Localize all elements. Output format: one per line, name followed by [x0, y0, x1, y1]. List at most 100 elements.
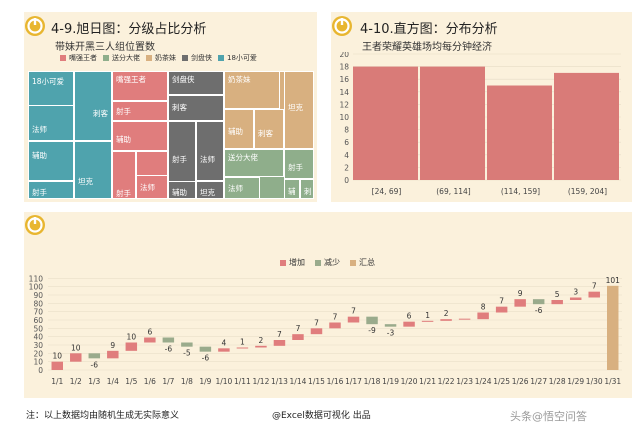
x-tick-label: 1/23 [456, 377, 473, 386]
x-tick-label: 1/9 [199, 377, 211, 386]
waterfall-bar [569, 297, 582, 300]
y-tick-label: 80 [33, 299, 43, 308]
x-tick-label: 1/4 [107, 377, 119, 386]
treemap-subtitle: 带妹开黑三人组位置数 [55, 42, 155, 53]
y-tick-label: 30 [33, 341, 43, 350]
data-label: 101 [606, 276, 621, 285]
treemap-cell: 坦克 [284, 71, 314, 149]
treemap-cell-label: 法师 [228, 184, 243, 193]
legend-item: 剑盘侠 [182, 53, 212, 63]
treemap-cell: 坦克 [74, 141, 112, 199]
x-tick-label: 1/1 [51, 377, 63, 386]
x-tick-label: (69, 114] [436, 187, 471, 196]
treemap-cell: 刺 [300, 179, 314, 199]
x-tick-label: (159, 204] [568, 187, 607, 196]
x-tick-label: 1/16 [327, 377, 344, 386]
x-tick-label: 1/31 [604, 377, 621, 386]
treemap-cell-label: 坦克 [78, 177, 93, 186]
histogram-bar [554, 72, 619, 180]
legend-swatch-4 [182, 55, 188, 61]
x-tick-label: [24, 69] [372, 187, 402, 196]
y-tick-label: 50 [33, 324, 43, 333]
x-tick-label: 1/21 [419, 377, 436, 386]
waterfall-bar [458, 318, 471, 320]
y-tick-label: 90 [33, 291, 43, 300]
data-label: 2 [444, 309, 449, 318]
waterfall-bar [347, 316, 360, 323]
treemap-cell-label: 射手 [116, 107, 131, 116]
x-tick-label: 1/14 [290, 377, 307, 386]
waterfall-bar [440, 319, 452, 321]
treemap-cell: 刺客 [168, 95, 224, 121]
treemap-title: 4-9.旭日图：分级占比分析 [51, 22, 207, 37]
treemap-cell-label: 18小可爱 [32, 77, 65, 86]
legend-swatch-2 [103, 55, 109, 61]
x-tick-label: 1/20 [401, 377, 418, 386]
x-tick-label: 1/5 [125, 377, 137, 386]
legend-swatch-3 [146, 55, 152, 61]
histogram-panel: 4-10.直方图：分布分析 王者荣耀英雄场均每分钟经济 0 2 4 6 8 10 12 14 1… [331, 12, 632, 202]
waterfall-bar [181, 342, 193, 347]
data-label: -6 [165, 345, 173, 354]
y-tick-label: 12 [339, 100, 349, 109]
legend-item: 奶茶妹 [146, 53, 176, 63]
legend-item: 增加 [280, 257, 305, 268]
waterfall-bar [310, 328, 323, 335]
treemap-cell-label: 辅助 [32, 151, 47, 160]
x-tick-label: 1/26 [512, 377, 529, 386]
footer-note: 注：以上数据均由随机生成无实际意义 [26, 411, 180, 421]
legend-swatch-5 [218, 55, 224, 61]
data-label: 5 [555, 290, 560, 299]
waterfall-bar [532, 299, 545, 305]
waterfall-bar [107, 350, 119, 359]
x-tick-label: (114, 159] [501, 187, 540, 196]
data-label: 7 [296, 324, 301, 333]
treemap-cell: 法师 [28, 105, 74, 141]
logo-icon [25, 16, 45, 36]
waterfall-bar [88, 353, 101, 359]
data-label: 2 [259, 336, 264, 345]
treemap-cell: 射手 [28, 181, 74, 199]
data-label: 7 [351, 307, 356, 316]
legend-swatch-1 [60, 55, 66, 61]
y-tick-label: 8 [344, 126, 349, 135]
legend-swatch-w3 [350, 259, 356, 266]
treemap-cell: 辅 [284, 179, 300, 199]
x-tick-label: 1/10 [215, 377, 232, 386]
legend-swatch-w2 [315, 259, 321, 266]
histogram-bar [420, 66, 485, 180]
y-tick-label: 20 [339, 52, 349, 59]
x-tick-label: 1/7 [162, 377, 174, 386]
treemap-cell-label: 坦克 [200, 188, 215, 197]
watermark: 头条@悟空问答 [510, 410, 587, 423]
x-tick-label: 1/25 [493, 377, 510, 386]
waterfall-panel: 增加 减少 汇总 0 10 20 30 40 50 60 70 80 90 100 110 10 1/1 1… [24, 212, 632, 398]
legend-item: 嘴强王者 [60, 53, 97, 63]
waterfall-bar [125, 342, 138, 351]
x-tick-label: 1/29 [567, 377, 584, 386]
data-label: 10 [127, 333, 137, 342]
y-tick-label: 0 [344, 176, 349, 185]
treemap-cell-label: 法师 [32, 125, 47, 134]
treemap-plot: 18小可爱法师刺客辅助射手坦克嘴强王者射手辅助射手坦克刺客法师剑盘侠刺客射手法师… [28, 71, 314, 199]
waterfall-bar [70, 353, 82, 362]
treemap-cell-label: 辅助 [172, 188, 187, 197]
treemap-cell-label: 射手 [116, 189, 131, 198]
data-label: 6 [147, 328, 152, 337]
waterfall-bar [144, 337, 156, 343]
y-tick-label: 14 [339, 88, 349, 97]
waterfall-bar [477, 312, 489, 320]
histogram-bar [353, 66, 418, 180]
treemap-cell: 辅助 [112, 121, 168, 151]
treemap-cell-label: 法师 [140, 183, 155, 192]
data-label: 3 [573, 288, 578, 297]
treemap-cell-label: 坦克 [288, 103, 303, 112]
treemap-cell-label: 辅 [288, 187, 296, 196]
treemap-cell-label: 刺客 [258, 129, 273, 138]
waterfall-bar [551, 300, 563, 305]
x-tick-label: 1/13 [271, 377, 288, 386]
logo-icon [332, 16, 352, 36]
waterfall-bar [199, 346, 212, 352]
y-tick-label: 10 [33, 358, 43, 367]
treemap-cell-label: 刺客 [172, 103, 187, 112]
